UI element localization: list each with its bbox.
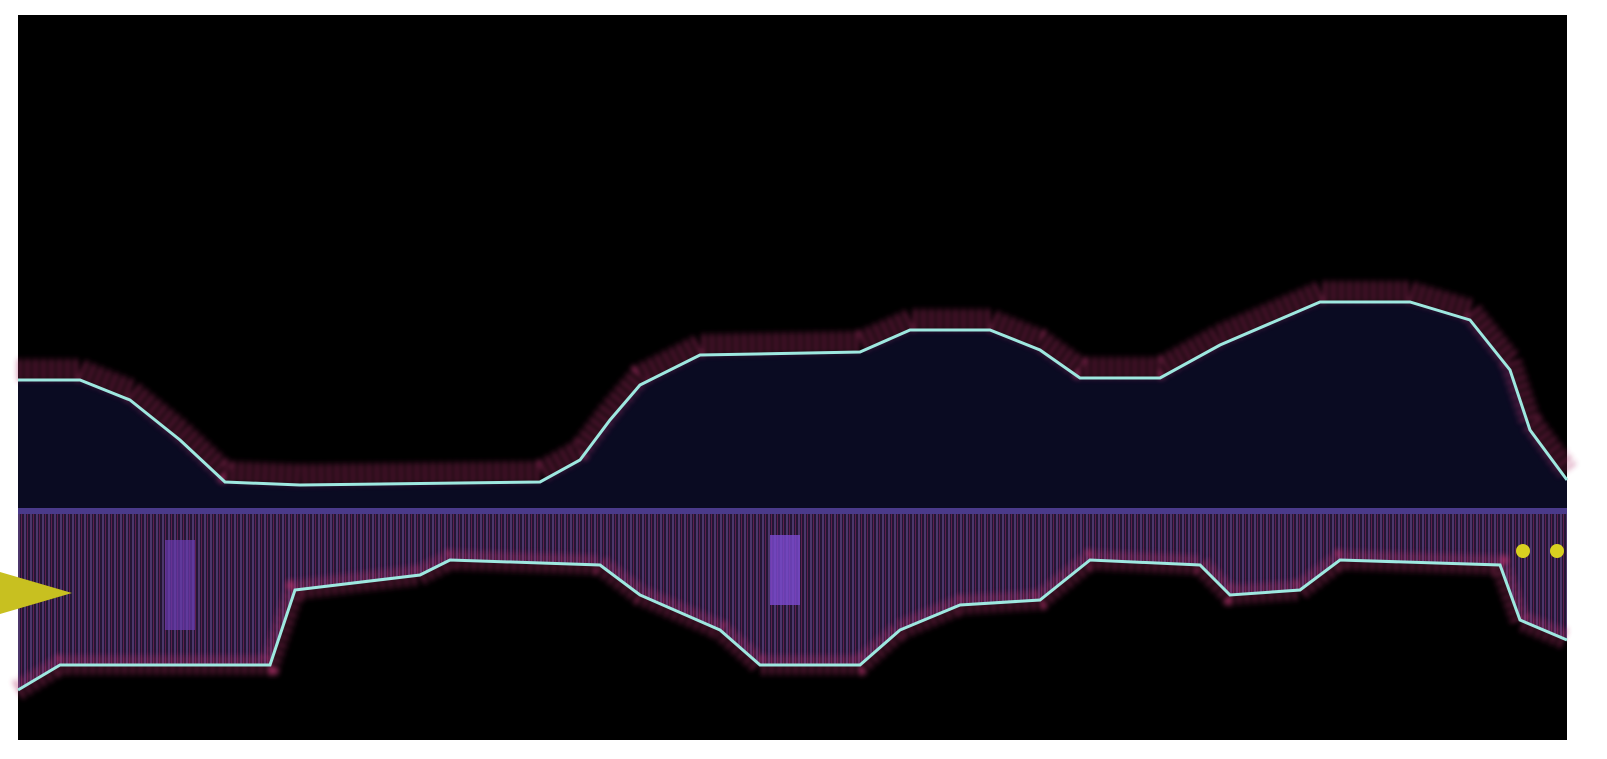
upper-envelope: [18, 300, 1569, 487]
upper-envelope-glow: [18, 281, 1576, 487]
upper-spectrum-fill: [18, 302, 1567, 510]
baseline: [18, 508, 1567, 514]
marker-dot: [1516, 544, 1530, 558]
lower-envelope: [17, 558, 1568, 692]
marker-arrow: [0, 572, 72, 614]
marker-dot: [1550, 544, 1564, 558]
flow-patch: [165, 540, 195, 630]
flow-patch: [770, 535, 800, 605]
